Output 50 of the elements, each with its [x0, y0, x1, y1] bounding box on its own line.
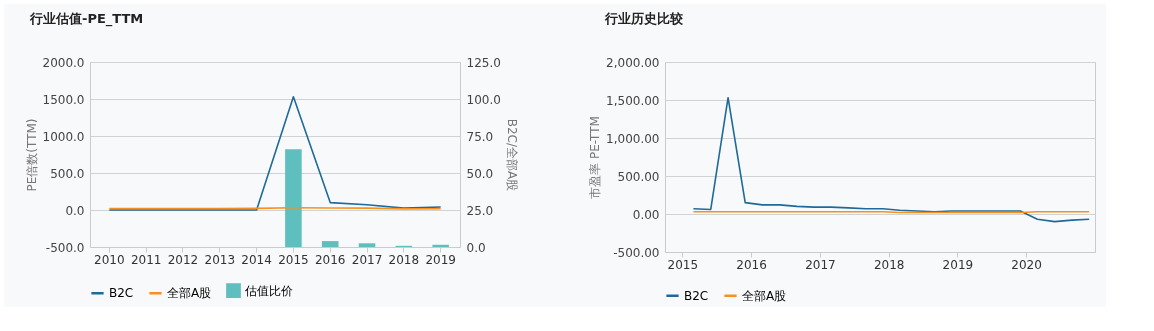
y-tick-label: 2000.0 [42, 55, 85, 70]
y2-tick-label: 100.0 [466, 92, 501, 107]
x-tick-label: 2016 [736, 257, 767, 272]
y2-tick-label: 25.0 [466, 203, 494, 218]
y-axis-title: PE倍数(TTM) [24, 118, 39, 192]
y-tick-label: 1000.0 [42, 129, 85, 144]
x-tick-label: 2017 [805, 257, 836, 272]
legend-label: B2C [109, 286, 134, 301]
bar [358, 243, 376, 247]
y2-tick-label: 50.0 [466, 166, 494, 181]
x-tick-label: 2017 [351, 252, 383, 267]
x-tick-label: 2016 [314, 252, 346, 267]
x-tick-label: 2020 [1011, 257, 1042, 272]
y-axis-title: 市盈率 PE-TTM [588, 116, 603, 199]
x-tick-label: 2013 [204, 252, 236, 267]
bar [285, 149, 302, 247]
chart-title: 行业估值-PE_TTM [29, 11, 144, 27]
bar [321, 241, 339, 247]
y2-tick-label: 125.0 [466, 55, 501, 70]
legend-label: B2C [684, 288, 709, 303]
y-tick-label: 1,000.00 [606, 131, 660, 146]
y2-axis-title: B2C/全部A股 [504, 118, 519, 192]
y2-tick-label: 75.0 [466, 129, 494, 144]
y2-tick-label: 0.0 [466, 240, 486, 255]
y-tick-label: -500.00 [613, 245, 660, 260]
chart-title: 行业历史比较 [604, 11, 684, 26]
x-tick-label: 2010 [94, 252, 125, 267]
x-tick-label: 2019 [425, 252, 456, 267]
line-series [692, 96, 1090, 223]
legend-label: 全部A股 [742, 288, 787, 303]
x-tick-label: 2015 [667, 257, 699, 272]
x-tick-label: 2019 [942, 257, 974, 272]
y-tick-label: 500.00 [617, 169, 660, 184]
x-tick-label: 2018 [388, 252, 420, 267]
y-tick-label: 1500.0 [42, 92, 85, 107]
legend-label: 全部A股 [167, 286, 212, 301]
x-tick-label: 2011 [130, 252, 162, 267]
x-tick-label: 2012 [167, 252, 199, 267]
legend-label: 估值比价 [244, 283, 293, 298]
x-tick-label: 2018 [873, 257, 905, 272]
bar [432, 244, 449, 247]
line-series [108, 95, 442, 211]
y-tick-label: 500.0 [50, 166, 85, 181]
y-tick-label: -500.0 [45, 240, 85, 255]
x-tick-label: 2015 [278, 252, 309, 267]
y-tick-label: 0.0 [65, 203, 85, 218]
x-tick-label: 2014 [241, 252, 272, 267]
y-tick-label: 2,000.00 [606, 55, 660, 70]
y-tick-label: 1,500.00 [606, 93, 660, 108]
y-tick-label: 0.00 [632, 207, 660, 222]
